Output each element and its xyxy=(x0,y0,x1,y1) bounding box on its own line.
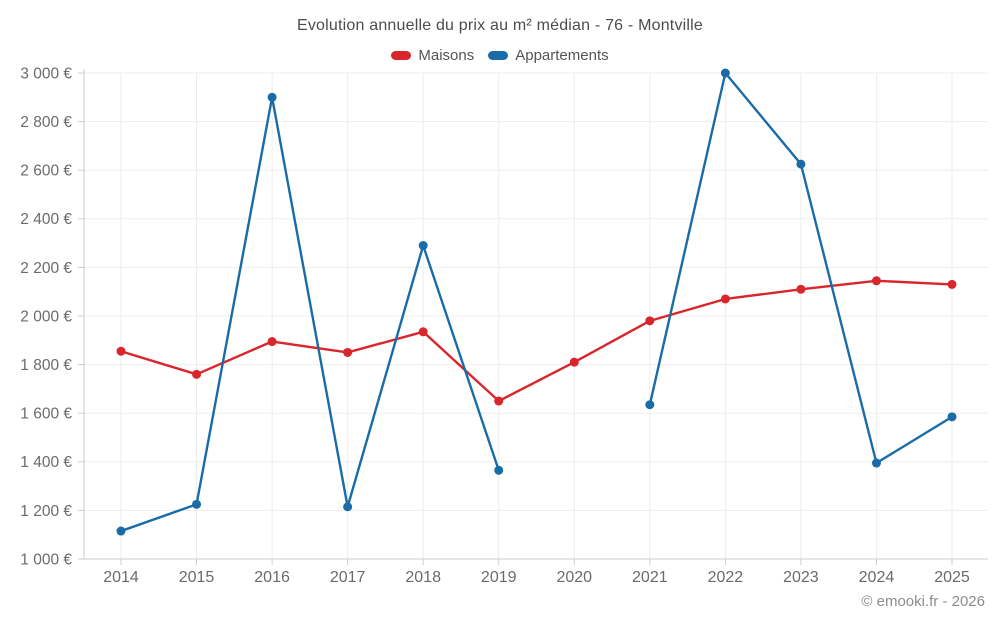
x-tick-label: 2020 xyxy=(556,569,592,586)
data-point-appartements-2018[interactable] xyxy=(418,241,428,251)
legend-label-appartements: Appartements xyxy=(515,47,609,64)
x-tick-label: 2019 xyxy=(481,569,517,586)
x-tick-label: 2015 xyxy=(179,569,215,586)
y-tick-label: 3 000 € xyxy=(20,65,72,82)
series-line-maisons xyxy=(119,279,954,403)
y-tick-label: 2 400 € xyxy=(20,211,72,228)
data-point-maisons-2022[interactable] xyxy=(720,294,730,304)
chart-title: Evolution annuelle du prix au m² médian … xyxy=(296,17,704,34)
data-point-appartements-2015[interactable] xyxy=(192,499,202,509)
x-tick-label: 2018 xyxy=(405,569,441,586)
data-point-maisons-2018[interactable] xyxy=(418,327,428,337)
series-line-appartements xyxy=(119,96,500,533)
legend-swatch-appartements xyxy=(488,51,509,60)
x-tick-label: 2017 xyxy=(330,569,366,586)
data-point-appartements-2016[interactable] xyxy=(267,92,277,102)
y-tick-label: 2 200 € xyxy=(20,260,72,277)
data-point-appartements-2022[interactable] xyxy=(720,68,730,78)
data-point-maisons-2016[interactable] xyxy=(267,337,277,347)
legend-item-maisons[interactable]: Maisons xyxy=(391,47,474,64)
x-tick-label: 2024 xyxy=(859,569,895,586)
x-tick-label: 2025 xyxy=(934,569,970,586)
data-point-appartements-2021[interactable] xyxy=(645,400,655,410)
x-tick-label: 2014 xyxy=(103,569,139,586)
data-point-maisons-2014[interactable] xyxy=(116,346,126,356)
y-tick-label: 2 000 € xyxy=(20,308,72,325)
data-point-appartements-2023[interactable] xyxy=(796,159,806,169)
y-tick-label: 2 800 € xyxy=(20,114,72,131)
data-point-maisons-2020[interactable] xyxy=(569,357,579,367)
data-point-maisons-2019[interactable] xyxy=(494,396,504,406)
data-point-maisons-2025[interactable] xyxy=(947,279,957,289)
x-tick-label: 2022 xyxy=(708,569,744,586)
y-tick-label: 1 600 € xyxy=(20,406,72,423)
y-tick-label: 2 600 € xyxy=(20,163,72,180)
data-point-maisons-2017[interactable] xyxy=(343,347,353,357)
data-point-appartements-2025[interactable] xyxy=(947,412,957,422)
y-tick-label: 1 400 € xyxy=(20,454,72,471)
data-point-appartements-2014[interactable] xyxy=(116,526,126,536)
x-tick-label: 2016 xyxy=(254,569,290,586)
data-point-maisons-2023[interactable] xyxy=(796,284,806,294)
legend-swatch-maisons xyxy=(391,51,412,60)
data-point-maisons-2015[interactable] xyxy=(192,369,202,379)
data-point-appartements-2017[interactable] xyxy=(343,502,353,512)
data-point-maisons-2024[interactable] xyxy=(871,276,881,286)
legend-label-maisons: Maisons xyxy=(418,47,475,64)
chart-legend: Maisons Appartements xyxy=(0,47,1000,64)
data-point-appartements-2019[interactable] xyxy=(494,465,504,475)
y-tick-label: 1 800 € xyxy=(20,357,72,374)
x-tick-label: 2021 xyxy=(632,569,668,586)
x-tick-label: 2023 xyxy=(783,569,819,586)
y-tick-label: 1 000 € xyxy=(20,551,72,568)
data-point-maisons-2021[interactable] xyxy=(645,316,655,326)
y-tick-label: 1 200 € xyxy=(20,503,72,520)
legend-item-appartements[interactable]: Appartements xyxy=(488,47,609,64)
attribution[interactable]: © emooki.fr - 2026 xyxy=(861,593,985,610)
data-point-appartements-2024[interactable] xyxy=(871,458,881,468)
